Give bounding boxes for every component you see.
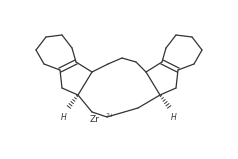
Text: Zr: Zr [89, 114, 99, 124]
Text: H: H [171, 113, 177, 122]
Text: 2+: 2+ [105, 113, 114, 118]
Text: H: H [61, 113, 67, 122]
